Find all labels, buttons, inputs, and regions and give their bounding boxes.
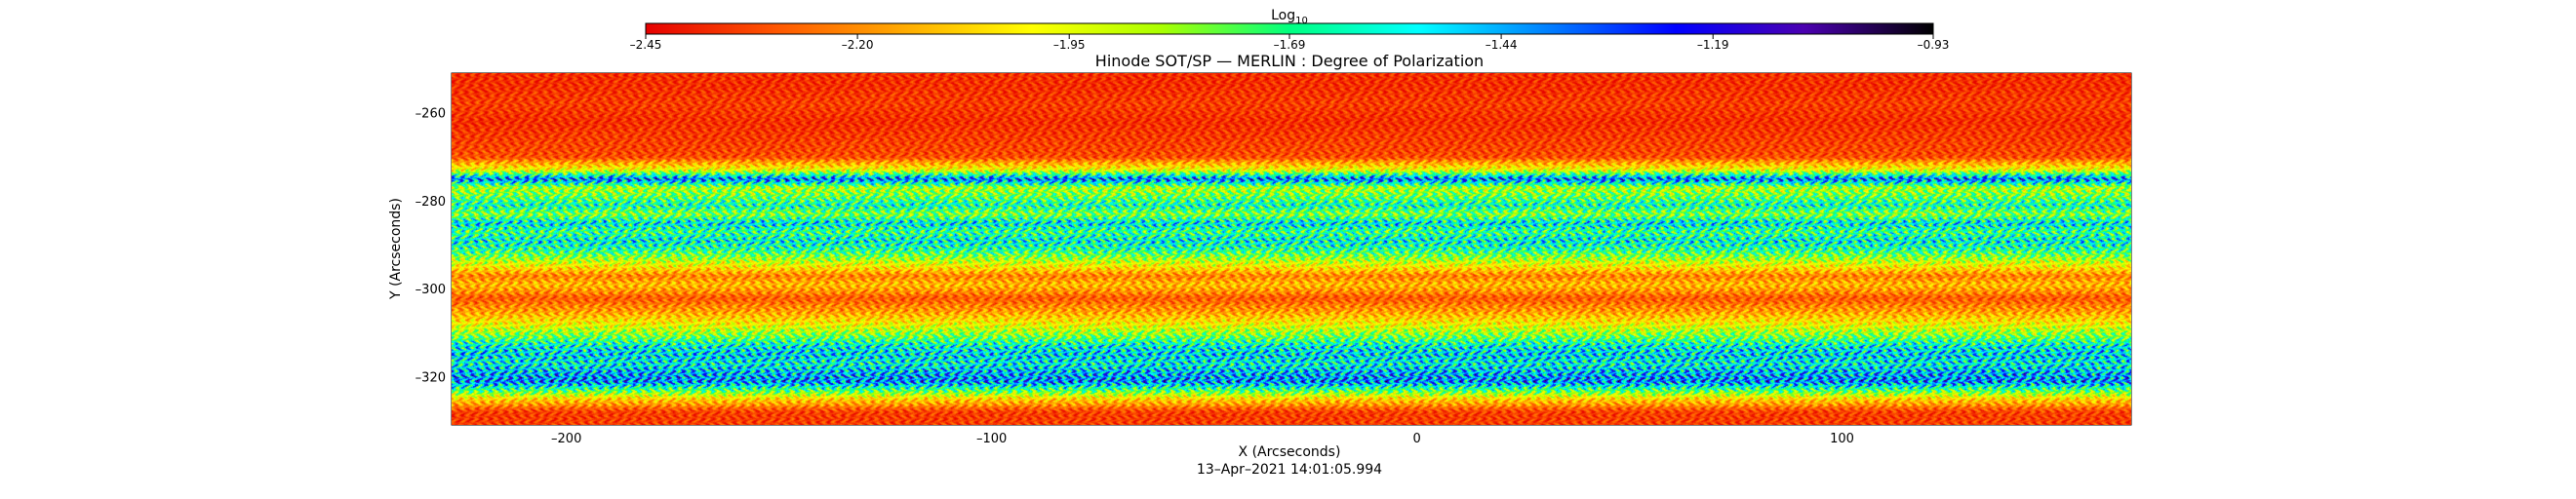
colorbar-tick-label: –1.44 bbox=[1486, 38, 1518, 52]
y-tick-label: –260 bbox=[416, 107, 446, 122]
y-tick-label: –320 bbox=[416, 370, 446, 385]
colorbar-gradient bbox=[645, 22, 1934, 35]
colorbar-tick-label: –0.93 bbox=[1918, 38, 1950, 52]
x-tick-label: –100 bbox=[976, 432, 1007, 446]
y-tick-label: –300 bbox=[416, 283, 446, 297]
colorbar-ticks: –2.45 –2.20 –1.95 –1.69 –1.44 –1.19 –0.93 bbox=[630, 34, 1950, 52]
colorbar-tick-label: –1.95 bbox=[1053, 38, 1086, 52]
colorbar-tick-label: –2.45 bbox=[630, 38, 662, 52]
polarization-heatmap bbox=[452, 73, 2131, 425]
y-axis-label: Y (Arcseconds) bbox=[388, 198, 404, 300]
y-tick-label: –280 bbox=[416, 195, 446, 210]
x-tick-label: –200 bbox=[551, 432, 581, 446]
colorbar-tick-label: –1.69 bbox=[1274, 38, 1306, 52]
x-tick-label: 0 bbox=[1412, 432, 1420, 446]
colorbar: Log10 –2.45 –2.20 –1.95 –1.69 –1.44 –1.19 –0.9… bbox=[630, 8, 1950, 52]
chart-title: Hinode SOT/SP — MERLIN : Degree of Polar… bbox=[1095, 52, 1484, 70]
colorbar-tick-label: –2.20 bbox=[842, 38, 874, 52]
colorbar-tick-label: –1.19 bbox=[1697, 38, 1729, 52]
x-axis-label: X (Arcseconds) bbox=[1239, 444, 1341, 460]
colorbar-title: Log10 bbox=[1271, 8, 1308, 26]
x-tick-label: 100 bbox=[1830, 432, 1854, 446]
timestamp: 13–Apr–2021 14:01:05.994 bbox=[1197, 462, 1382, 478]
